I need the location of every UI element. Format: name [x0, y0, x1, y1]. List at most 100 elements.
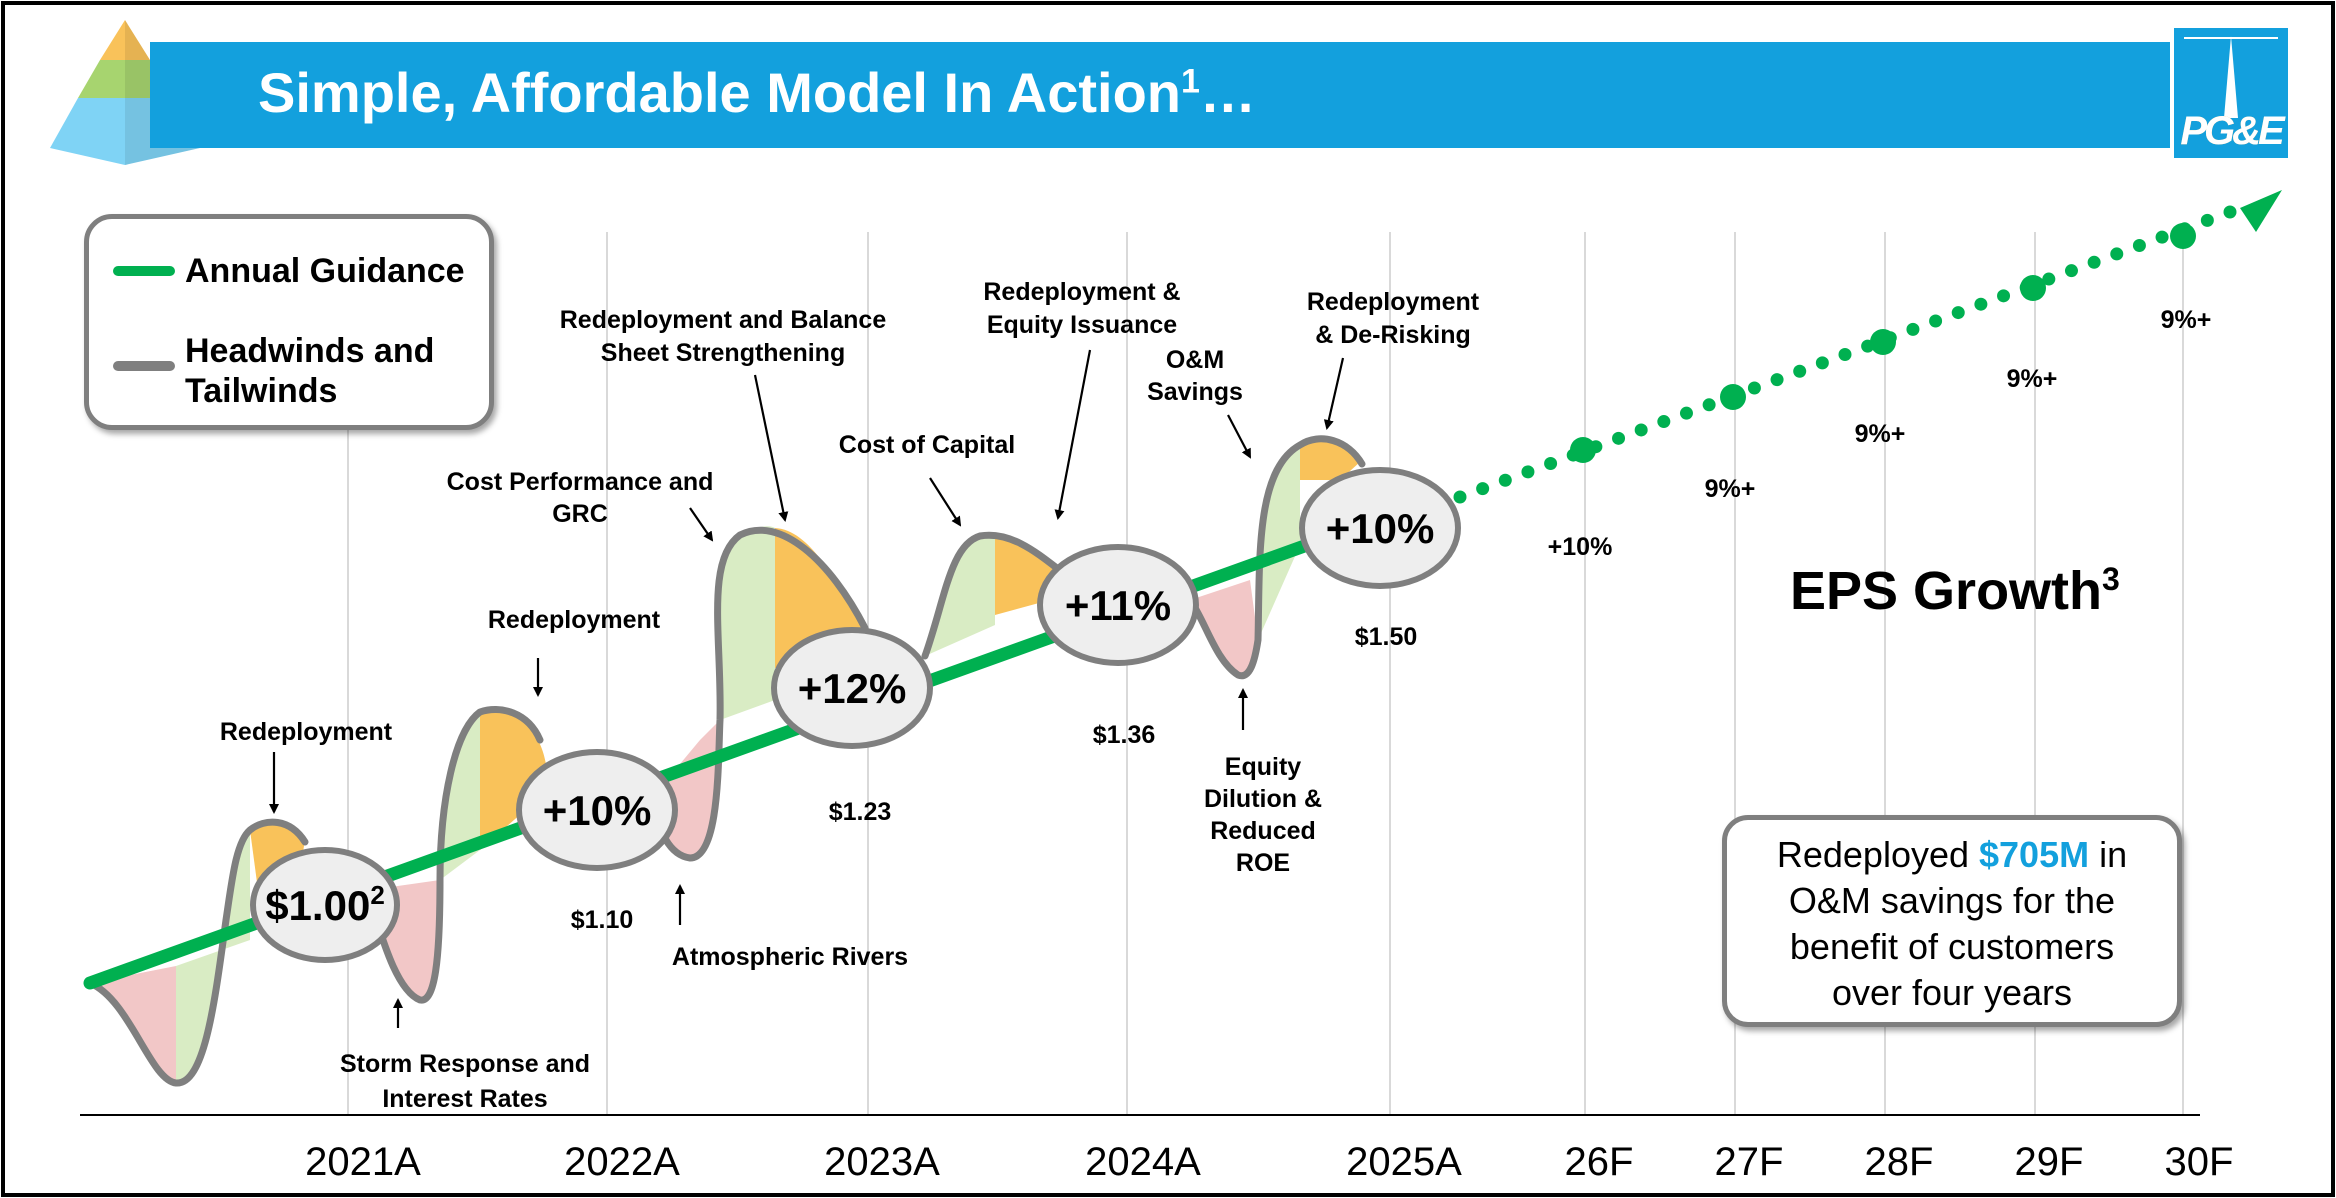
growth-bubble	[771, 627, 933, 749]
growth-bubble	[1037, 544, 1199, 666]
annotation-arrows	[269, 349, 1345, 1028]
projection-dot	[1997, 289, 2011, 303]
wave-outline	[366, 705, 544, 1004]
annotation-text: GRC	[552, 500, 608, 528]
legend: Annual Guidance Headwinds and Tailwinds	[84, 214, 494, 430]
annotation-arrow	[1323, 357, 1345, 430]
eps-label: $1.50	[1355, 623, 1418, 651]
annotation-text: Redeployment	[220, 718, 393, 746]
tailwind-accent-lobe	[480, 708, 548, 850]
callout-line: O&M savings for the	[1788, 880, 2116, 921]
logo-tower-icon	[2184, 36, 2278, 118]
annotation-arrow	[689, 507, 714, 542]
annotation-text: Reduced	[1210, 817, 1316, 845]
projection-dot	[1634, 423, 1648, 437]
callout-line: over four years	[1831, 972, 2073, 1013]
x-axis-tick-labels: 2021A 2022A 2023A 2024A 2025A 26F 27F 28F 29F 30F	[305, 1140, 2233, 1184]
projection-dot	[1793, 364, 1807, 378]
x-tick-label: 29F	[2015, 1140, 2084, 1184]
projection-dot	[1815, 356, 1829, 370]
annotation-text: Redeployment	[1307, 288, 1480, 316]
forecast-label: 9%+	[2161, 306, 2212, 334]
projection-dot	[1612, 431, 1626, 445]
eps-growth-superscript: 3	[2102, 561, 2120, 597]
page-title: Simple, Affordable Model In Action1…	[258, 60, 1256, 125]
projection-milestone-dot	[1570, 437, 1596, 463]
projection-dot	[2200, 213, 2214, 227]
legend-swatch-gray	[113, 361, 175, 371]
projection-dot	[1929, 314, 1943, 328]
projection-milestone-dot	[2170, 223, 2196, 249]
forecast-growth-labels: +10% 9%+ 9%+ 9%+ 9%+	[1548, 306, 2212, 561]
annotation-text: Savings	[1147, 378, 1243, 406]
annotation-text: ROE	[1236, 849, 1290, 877]
tailwind-lobe	[176, 830, 250, 1084]
bubble-label: +10%	[1326, 505, 1435, 552]
annotation-arrow	[753, 374, 789, 522]
projection-dot	[2042, 272, 2056, 286]
annotation-text: Atmospheric Rivers	[672, 943, 908, 971]
eps-label: $1.23	[829, 798, 892, 826]
eps-growth-heading-text: EPS Growth	[1790, 561, 2103, 621]
annotation-text: Sheet Strengthening	[601, 339, 845, 367]
eps-labels: $1.10 $1.23 $1.36 $1.50	[571, 623, 1418, 934]
legend-item-annual-guidance: Annual Guidance	[89, 251, 465, 291]
growth-bubbles: $1.002 +10% +12% +11% +10%	[250, 467, 1461, 963]
projection-dot	[2064, 264, 2078, 278]
wave-outline	[646, 526, 869, 862]
x-tick-label: 2022A	[564, 1140, 680, 1184]
projection-dot	[1544, 456, 1558, 470]
projection-milestone-dot	[1720, 384, 1746, 410]
projection-dot	[1974, 297, 1988, 311]
projection-arrowhead	[2240, 190, 2282, 232]
projection-milestone-dot	[1870, 329, 1896, 355]
x-tick-label: 2021A	[305, 1140, 421, 1184]
projection-dot	[1657, 415, 1671, 429]
bubble-label: +12%	[798, 665, 907, 712]
annotation-text: Equity Issuance	[987, 311, 1177, 339]
bubble-label-superscript: 2	[370, 880, 384, 910]
bubble-label: +10%	[543, 787, 652, 834]
x-tick-label: 2025A	[1346, 1140, 1462, 1184]
forecast-label: 9%+	[1855, 420, 1906, 448]
bubble-label: $1.002	[265, 880, 385, 929]
annotation-text: Redeployment	[488, 606, 661, 634]
projection-dot	[1521, 465, 1535, 479]
x-tick-label: 28F	[1865, 1140, 1934, 1184]
growth-bubble	[250, 847, 400, 963]
projection-dot	[1476, 482, 1490, 496]
tailwind-lobe	[717, 526, 775, 720]
projection-milestone-dot	[2020, 275, 2046, 301]
annotation-text: Redeployment &	[983, 278, 1180, 306]
annotation-text: Storm Response and	[340, 1050, 590, 1078]
projection-dot	[1747, 381, 1761, 395]
forecast-label: 9%+	[2007, 365, 2058, 393]
annotation-text: Interest Rates	[382, 1085, 547, 1113]
pge-logo: PG&E	[2174, 28, 2288, 158]
growth-bubble	[516, 749, 678, 871]
projection-dot	[1498, 473, 1512, 487]
wave-outline	[921, 531, 1074, 660]
headwind-lobe	[1190, 580, 1258, 676]
annotation-text: Cost Performance and	[447, 468, 714, 496]
projection-dot	[1702, 398, 1716, 412]
x-tick-label: 2023A	[824, 1140, 940, 1184]
annotation-text: O&M	[1166, 346, 1224, 374]
callout-prefix: Redeployed	[1776, 834, 1980, 875]
legend-item-headwinds-tailwinds: Headwinds and Tailwinds	[89, 331, 445, 411]
tailwind-lobe	[925, 538, 995, 656]
annotation-arrow	[929, 477, 962, 527]
annotation-arrow	[1227, 414, 1251, 459]
eps-label: $1.10	[571, 906, 634, 934]
page-title-text: Simple, Affordable Model In Action	[258, 61, 1181, 124]
projection-dot	[2087, 255, 2101, 269]
x-tick-label: 27F	[1715, 1140, 1784, 1184]
eps-growth-heading: EPS Growth3	[1790, 560, 2120, 622]
logo-text: PG&E	[2180, 109, 2284, 153]
x-tick-label: 30F	[2165, 1140, 2234, 1184]
annotation-text: Dilution &	[1204, 785, 1322, 813]
page-title-superscript: 1	[1181, 62, 1200, 101]
projection-dot	[1679, 406, 1693, 420]
